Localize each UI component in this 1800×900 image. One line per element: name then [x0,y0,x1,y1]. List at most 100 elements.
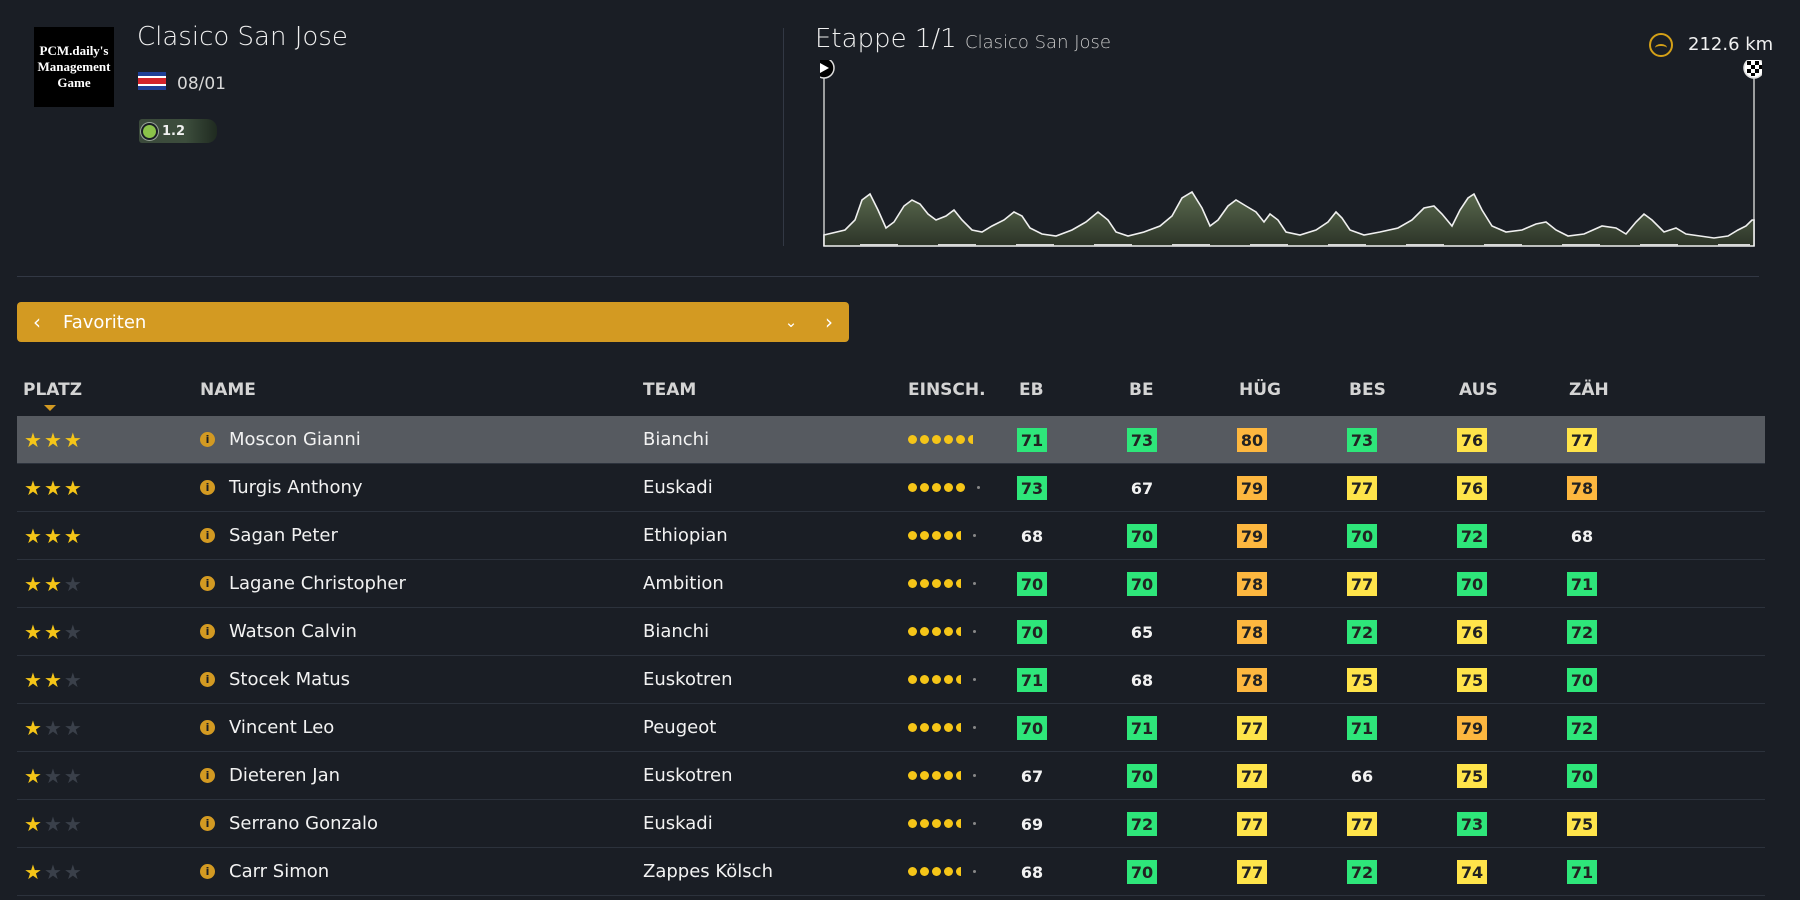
col-bes[interactable]: BES [1349,380,1386,400]
ranking-dropdown[interactable]: ‹ Favoriten ⌄ › [17,302,849,342]
table-row[interactable]: ★ ★ ★ i Moscon Gianni Bianchi 71 73 80 73 76 77 [17,416,1765,464]
rider-team[interactable]: Peugeot [643,717,717,738]
star-icon: ★ [24,571,44,596]
stat-value: 79 [1237,476,1267,500]
rider-team[interactable]: Zappes Kölsch [643,861,773,882]
rider-team[interactable]: Ethiopian [643,525,728,546]
info-icon[interactable]: i [200,432,215,447]
table-header: PLATZ NAME TEAM EINSCH. EB BE HÜG BES AU… [17,380,1765,416]
stat-value: 72 [1347,860,1377,884]
rider-name[interactable]: Moscon Gianni [229,429,361,450]
info-icon[interactable]: i [200,480,215,495]
info-icon[interactable]: i [200,768,215,783]
stat-value: 71 [1017,428,1047,452]
col-eb[interactable]: EB [1019,380,1044,400]
star-icon: ★ [24,427,44,452]
rider-name[interactable]: Watson Calvin [229,621,357,642]
stat-value: 77 [1347,572,1377,596]
distance-icon [1649,33,1673,57]
rider-team[interactable]: Euskotren [643,669,733,690]
stat-value: 73 [1127,428,1157,452]
rider-name[interactable]: Dieteren Jan [229,765,341,786]
dropdown-label: Favoriten [63,311,147,333]
rider-name[interactable]: Serrano Gonzalo [229,813,379,834]
rider-team[interactable]: Bianchi [643,429,710,450]
table-row[interactable]: ★ ★ ★ i Serrano Gonzalo Euskadi 69 72 77 77 73 75 [17,800,1765,848]
rider-team[interactable]: Euskotren [643,765,733,786]
stat-value: 73 [1017,476,1047,500]
stat-value: 70 [1457,572,1487,596]
rating-stars: ★ ★ ★ [24,848,84,895]
info-icon[interactable]: i [200,864,215,879]
table-row[interactable]: ★ ★ ★ i Carr Simon Zappes Kölsch 68 70 77 72 74 71 [17,848,1765,896]
star-icon: ★ [63,571,84,596]
info-icon[interactable]: i [200,576,215,591]
stat-value: 77 [1237,716,1267,740]
col-aus[interactable]: AUS [1459,380,1498,400]
star-icon: ★ [43,763,64,788]
rider-name[interactable]: Turgis Anthony [229,477,363,498]
stat-value: 78 [1237,668,1267,692]
stat-value: 70 [1347,524,1377,548]
star-icon: ★ [43,619,64,644]
rider-name[interactable]: Stocek Matus [229,669,351,690]
form-indicator [908,656,979,703]
star-icon: ★ [63,475,84,500]
rider-team[interactable]: Euskadi [643,813,713,834]
form-indicator [908,416,976,463]
stat-value: 70 [1127,860,1157,884]
chevron-down-icon[interactable]: ⌄ [784,313,798,331]
rider-name[interactable]: Carr Simon [229,861,330,882]
race-title: Clasico San Jose [137,22,348,52]
stage-label: Etappe 1/1 [815,24,957,54]
col-zah[interactable]: ZÄH [1569,380,1609,400]
col-name[interactable]: NAME [200,380,256,400]
rating-stars: ★ ★ ★ [24,656,84,703]
col-platz[interactable]: PLATZ [23,380,83,400]
rider-team[interactable]: Ambition [643,573,724,594]
star-icon: ★ [43,571,64,596]
table-row[interactable]: ★ ★ ★ i Dieteren Jan Euskotren 67 70 77 66 75 70 [17,752,1765,800]
info-icon[interactable]: i [200,624,215,639]
stage-profile[interactable] [820,60,1762,250]
stat-value: 77 [1237,812,1267,836]
stat-value: 76 [1457,428,1487,452]
stat-value: 72 [1127,812,1157,836]
table-row[interactable]: ★ ★ ★ i Watson Calvin Bianchi 70 65 78 72 76 72 [17,608,1765,656]
star-icon: ★ [24,715,44,740]
stat-value: 71 [1347,716,1377,740]
rider-name[interactable]: Vincent Leo [229,717,335,738]
table-row[interactable]: ★ ★ ★ i Vincent Leo Peugeot 70 71 77 71 79 72 [17,704,1765,752]
table-row[interactable]: ★ ★ ★ i Sagan Peter Ethiopian 68 70 79 70 72 68 [17,512,1765,560]
col-hug[interactable]: HÜG [1239,380,1281,400]
stat-value: 69 [1020,814,1044,834]
stat-value: 72 [1457,524,1487,548]
stage-distance: 212.6 km [1688,34,1774,55]
table-row[interactable]: ★ ★ ★ i Turgis Anthony Euskadi 73 67 79 77 76 78 [17,464,1765,512]
col-team[interactable]: TEAM [643,380,697,400]
star-icon: ★ [24,811,44,836]
stat-value: 78 [1567,476,1597,500]
rider-name[interactable]: Lagane Christopher [229,573,406,594]
stat-value: 70 [1127,572,1157,596]
stat-value: 72 [1347,620,1377,644]
stat-value: 70 [1017,716,1047,740]
next-arrow-icon[interactable]: › [825,310,833,334]
info-icon[interactable]: i [200,816,215,831]
col-einsch[interactable]: EINSCH. [908,380,986,400]
stat-value: 68 [1020,526,1044,546]
info-icon[interactable]: i [200,528,215,543]
info-icon[interactable]: i [200,672,215,687]
table-row[interactable]: ★ ★ ★ i Lagane Christopher Ambition 70 70 78 77 70… [17,560,1765,608]
previous-arrow-icon[interactable]: ‹ [33,310,41,334]
rider-team[interactable]: Euskadi [643,477,713,498]
stat-value: 72 [1567,620,1597,644]
star-icon: ★ [43,667,64,692]
stat-value: 76 [1457,476,1487,500]
table-row[interactable]: ★ ★ ★ i Stocek Matus Euskotren 71 68 78 75 75 70 [17,656,1765,704]
rider-name[interactable]: Sagan Peter [229,525,338,546]
info-icon[interactable]: i [200,720,215,735]
star-icon: ★ [63,427,84,452]
col-be[interactable]: BE [1129,380,1154,400]
rider-team[interactable]: Bianchi [643,621,710,642]
